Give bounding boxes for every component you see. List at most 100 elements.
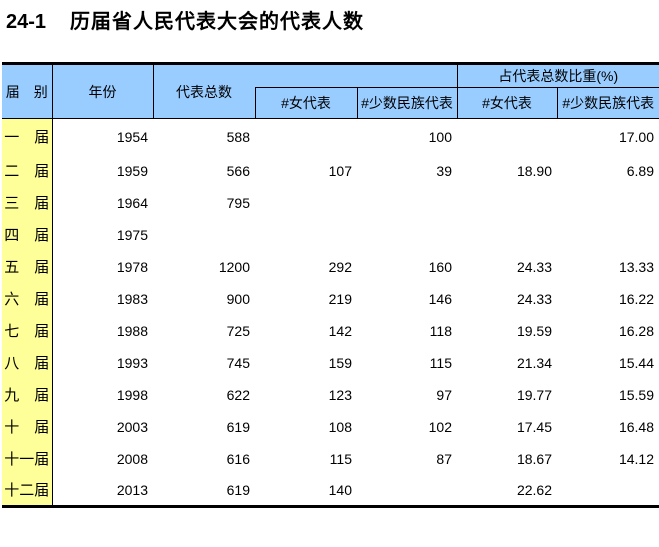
table-row: 一 届 1954 588 100 17.00 [2,118,659,155]
prop-female-cell: 22.62 [457,474,557,507]
prop-minority-cell [557,474,659,507]
female-cell [255,218,357,251]
table-number: 24-1 [6,11,47,33]
prop-minority-cell [557,218,659,251]
year-cell: 2013 [52,474,153,507]
header-proportion-group: 占代表总数比重(%) [456,63,659,88]
prop-female-cell: 17.45 [457,410,557,443]
table-row: 四 届 1975 [2,218,659,251]
prop-minority-cell: 17.00 [557,118,659,155]
session-cell: 一 届 [2,118,53,155]
table-row: 十二届 2013 619 140 22.62 [2,474,659,507]
year-cell: 1978 [52,250,153,283]
session-cell: 六 届 [2,282,53,315]
table-row: 五 届 1978 1200 292 160 24.33 13.33 [2,250,659,283]
table-row: 六 届 1983 900 219 146 24.33 16.22 [2,282,659,315]
prop-minority-cell: 6.89 [557,154,659,187]
table-row: 十 届 2003 619 108 102 17.45 16.48 [2,410,659,443]
header-prop-minority: #少数民族代表 [557,87,659,119]
header-session: 届 别 [2,63,53,119]
prop-minority-cell: 15.44 [557,346,659,379]
total-cell: 566 [153,154,255,187]
session-cell: 八 届 [2,346,53,379]
session-cell: 三 届 [2,186,53,219]
minority-cell: 39 [357,154,457,187]
female-cell: 115 [255,442,357,475]
female-cell: 107 [255,154,357,187]
minority-cell [357,218,457,251]
header-female: #女代表 [254,87,358,119]
header-year: 年份 [52,63,154,119]
title-text: 历届省人民代表大会的代表人数 [70,11,365,33]
prop-female-cell: 19.59 [457,314,557,347]
total-cell: 1200 [153,250,255,283]
female-cell: 108 [255,410,357,443]
prop-female-cell: 19.77 [457,378,557,411]
minority-cell: 97 [357,378,457,411]
table-row: 十一届 2008 616 115 87 18.67 14.12 [2,442,659,475]
year-cell: 1959 [52,154,153,187]
page-title: 24-1 历届省人民代表大会的代表人数 [6,5,364,34]
session-cell: 二 届 [2,154,53,187]
header-spacer [255,63,457,88]
minority-cell: 87 [357,442,457,475]
female-cell: 292 [255,250,357,283]
year-cell: 1983 [52,282,153,315]
prop-female-cell [457,218,557,251]
header-prop-female: #女代表 [457,87,558,119]
session-cell: 十二届 [2,474,53,507]
session-cell: 七 届 [2,314,53,347]
female-cell: 140 [255,474,357,507]
prop-minority-cell [557,186,659,219]
deputies-table: 届 别 年份 代表总数 占代表总数比重(%) #女代表 #少数民族代表 #女代表… [2,62,659,508]
total-cell: 616 [153,442,255,475]
year-cell: 1975 [52,218,153,251]
minority-cell [357,474,457,507]
minority-cell: 146 [357,282,457,315]
year-cell: 1954 [52,118,153,155]
total-cell: 795 [153,186,255,219]
total-cell: 725 [153,314,255,347]
prop-minority-cell: 15.59 [557,378,659,411]
minority-cell: 160 [357,250,457,283]
prop-minority-cell: 14.12 [557,442,659,475]
minority-cell: 115 [357,346,457,379]
session-cell: 十 届 [2,410,53,443]
table-row: 八 届 1993 745 159 115 21.34 15.44 [2,346,659,379]
header-total: 代表总数 [153,63,255,119]
prop-female-cell: 24.33 [457,282,557,315]
minority-cell: 100 [357,118,457,155]
prop-minority-cell: 16.22 [557,282,659,315]
total-cell [153,218,255,251]
female-cell: 159 [255,346,357,379]
session-cell: 四 届 [2,218,53,251]
table-header: 届 别 年份 代表总数 占代表总数比重(%) #女代表 #少数民族代表 #女代表… [2,63,659,119]
prop-female-cell: 21.34 [457,346,557,379]
total-cell: 588 [153,118,255,155]
table-row: 二 届 1959 566 107 39 18.90 6.89 [2,154,659,187]
year-cell: 2008 [52,442,153,475]
header-row-2: #女代表 #少数民族代表 #女代表 #少数民族代表 [2,87,659,119]
year-cell: 2003 [52,410,153,443]
prop-minority-cell: 16.48 [557,410,659,443]
female-cell: 123 [255,378,357,411]
female-cell [255,186,357,219]
minority-cell: 118 [357,314,457,347]
header-row-1: 届 别 年份 代表总数 占代表总数比重(%) [2,63,659,119]
female-cell [255,118,357,155]
table-row: 九 届 1998 622 123 97 19.77 15.59 [2,378,659,411]
total-cell: 622 [153,378,255,411]
table-row: 七 届 1988 725 142 118 19.59 16.28 [2,314,659,347]
total-cell: 619 [153,410,255,443]
table-row: 三 届 1964 795 [2,186,659,219]
year-cell: 1964 [52,186,153,219]
prop-female-cell: 18.90 [457,154,557,187]
year-cell: 1993 [52,346,153,379]
prop-female-cell: 24.33 [457,250,557,283]
year-cell: 1988 [52,314,153,347]
prop-minority-cell: 16.28 [557,314,659,347]
table-body: 一 届 1954 588 100 17.00 二 届 1959 566 107 … [2,118,659,507]
header-minority: #少数民族代表 [357,87,458,119]
female-cell: 219 [255,282,357,315]
prop-minority-cell: 13.33 [557,250,659,283]
